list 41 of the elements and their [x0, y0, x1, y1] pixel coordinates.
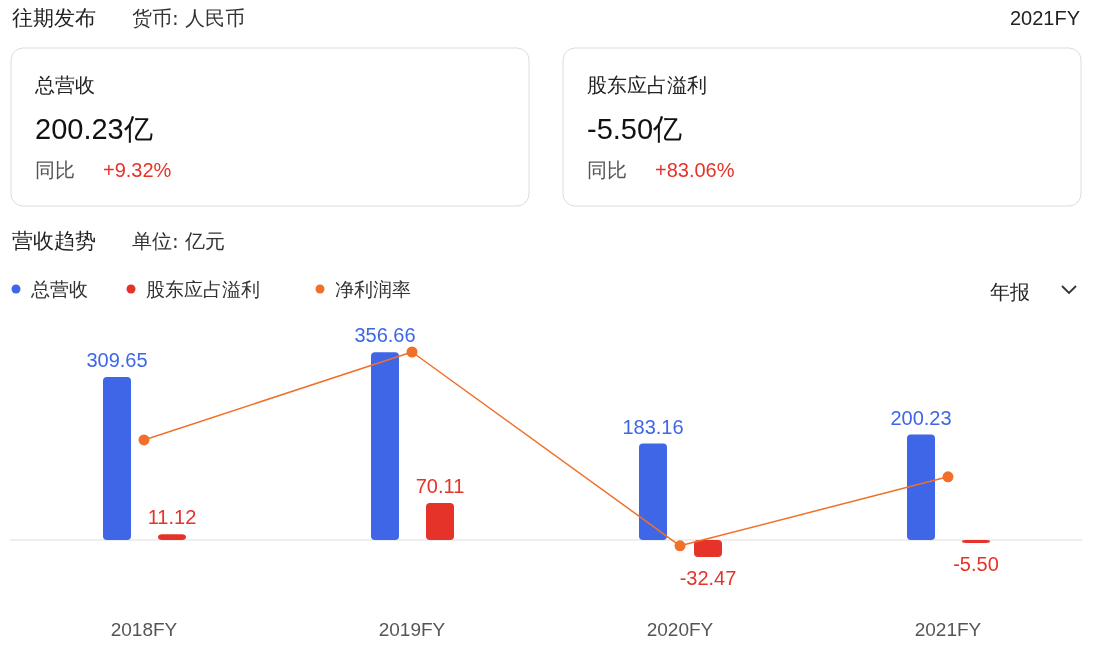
bar [962, 540, 990, 543]
bar [426, 503, 454, 540]
chart-subtitle: 单位: 亿元 [132, 229, 226, 253]
x-tick-label: 2021FY [914, 619, 982, 640]
data-label: 183.16 [622, 415, 684, 438]
chart-title: 营收趋势 [12, 229, 96, 253]
text: 200.23亿 [35, 113, 153, 145]
x-tick-label: 2019FY [378, 619, 446, 640]
bar [907, 434, 935, 540]
point [942, 471, 954, 483]
text: 货币: 人民币 [132, 6, 246, 30]
text: 总营收 [34, 73, 95, 97]
text: 同比 [35, 158, 75, 182]
point [674, 540, 686, 552]
data-label: 356.66 [354, 324, 416, 347]
x-tick-label: 2020FY [646, 619, 714, 640]
text: 股东应占溢利 [587, 73, 707, 97]
text: 年报 [990, 280, 1030, 304]
legend-label: 净利润率 [335, 278, 411, 300]
data-label: 309.65 [86, 348, 148, 371]
data-label: -32.47 [679, 567, 737, 590]
text: +9.32% [103, 159, 172, 181]
point [406, 346, 418, 358]
data-label: 11.12 [147, 506, 197, 529]
bar [694, 540, 722, 558]
data-label: 70.11 [415, 475, 465, 498]
bar [639, 443, 667, 540]
legend-label: 总营收 [30, 278, 88, 300]
text: 同比 [587, 158, 627, 182]
text: +83.06% [655, 159, 735, 181]
text: -5.50亿 [587, 113, 683, 145]
text: 2021FY [1009, 7, 1080, 29]
bar [158, 534, 186, 540]
bar [371, 352, 399, 540]
x-tick-label: 2018FY [110, 619, 178, 640]
text: 往期发布 [12, 6, 96, 30]
data-label: -5.50 [953, 552, 999, 575]
bar [103, 376, 131, 540]
legend-label: 股东应占溢利 [146, 278, 260, 300]
point [138, 434, 150, 446]
data-label: 200.23 [890, 406, 952, 429]
